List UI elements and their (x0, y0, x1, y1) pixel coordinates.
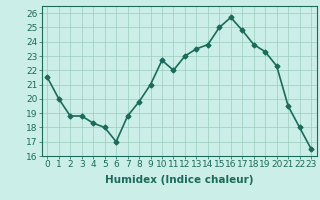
X-axis label: Humidex (Indice chaleur): Humidex (Indice chaleur) (105, 175, 253, 185)
